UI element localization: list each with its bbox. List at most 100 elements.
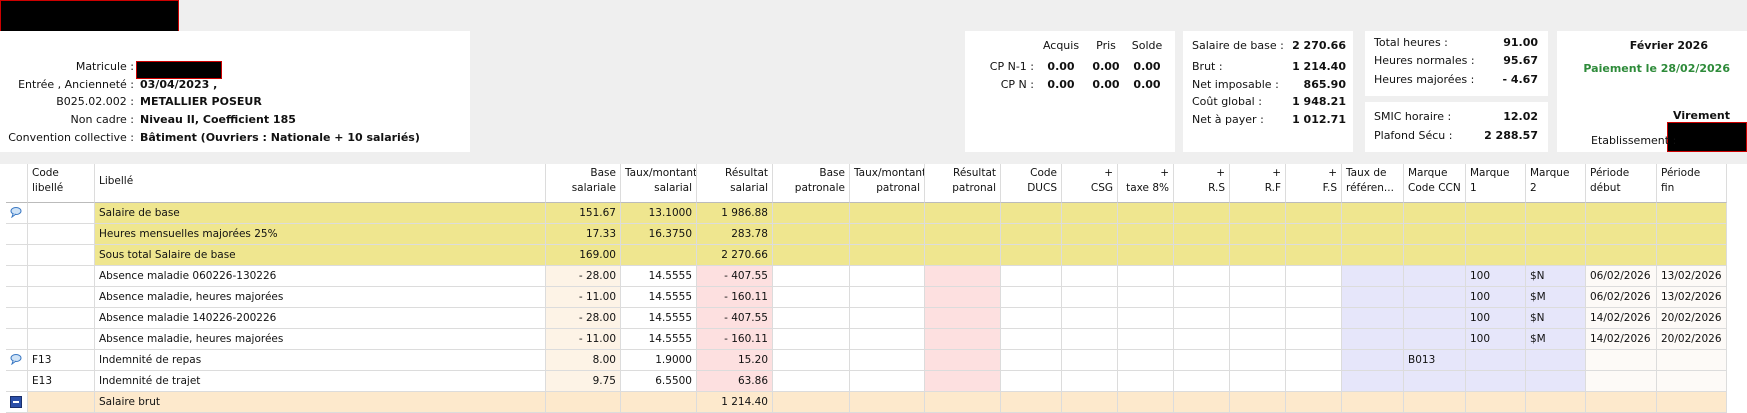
table-cell (1466, 245, 1526, 266)
table-cell (1342, 203, 1404, 224)
table-cell (1062, 287, 1118, 308)
period-month: Février 2026 (1629, 39, 1708, 52)
table-cell: 6.5500 (621, 371, 697, 392)
hours-value: 91.00 (1503, 36, 1538, 49)
table-cell (773, 245, 850, 266)
comment-icon[interactable] (10, 206, 22, 219)
table-cell (850, 392, 925, 413)
header-text: Marque (1470, 167, 1510, 179)
table-cell: 100 (1466, 308, 1526, 329)
table-cell (1286, 329, 1342, 350)
table-cell (1174, 392, 1230, 413)
table-cell (1586, 224, 1657, 245)
table-cell (1118, 371, 1174, 392)
table-cell (850, 329, 925, 350)
table-cell: - 160.11 (697, 329, 773, 350)
collapse-icon[interactable] (10, 396, 22, 408)
table-cell (1174, 203, 1230, 224)
cp-header: Solde (1131, 39, 1163, 52)
table-cell (925, 350, 1001, 371)
column-header: Base salariale (546, 164, 621, 203)
header-text: libellé (32, 182, 64, 194)
field-label: Matricule : (75, 60, 134, 73)
header-text: Code CCN (1408, 182, 1461, 194)
column-header: + F.S (1286, 164, 1342, 203)
table-cell (773, 224, 850, 245)
table-cell (1404, 371, 1466, 392)
table-cell (1118, 392, 1174, 413)
table-cell: 20/02/2026 (1657, 308, 1727, 329)
hours-panel (1365, 31, 1548, 96)
redacted (136, 61, 222, 79)
column-header: Résultat patronal (925, 164, 1001, 203)
cp-value: 0.00 (1092, 78, 1120, 91)
table-cell: 14.5555 (621, 287, 697, 308)
row-icon (6, 350, 28, 371)
table-cell: $M (1526, 287, 1586, 308)
table-cell (1286, 287, 1342, 308)
cp-value: 0.00 (1047, 60, 1075, 73)
salary-label: Net imposable : (1192, 78, 1279, 91)
salary-label: Brut : (1192, 60, 1223, 73)
rate-label: SMIC horaire : (1374, 110, 1452, 123)
table-cell (1404, 287, 1466, 308)
table-cell (28, 245, 95, 266)
table-cell (1118, 245, 1174, 266)
comment-icon[interactable] (10, 353, 22, 366)
table-cell (1230, 371, 1286, 392)
table-cell (621, 392, 697, 413)
header-text: F.S (1322, 182, 1337, 194)
table-cell: 17.33 (546, 224, 621, 245)
table-cell (1230, 287, 1286, 308)
table-cell (1286, 350, 1342, 371)
table-cell (1286, 245, 1342, 266)
column-header: + R.F (1230, 164, 1286, 203)
header-text: Résultat (725, 167, 768, 179)
column-header: Base patronale (773, 164, 850, 203)
table-cell (850, 203, 925, 224)
header-text: CSG (1090, 182, 1113, 194)
header-text: Base (819, 167, 845, 179)
cp-header: Acquis (1042, 39, 1080, 52)
table: Code libellé Libellé Base salariale Taux/mont… (0, 164, 1747, 413)
table-cell: 2 270.66 (697, 245, 773, 266)
table-cell (850, 371, 925, 392)
header-text: taxe 8% (1126, 182, 1169, 194)
table-cell (1118, 203, 1174, 224)
hours-value: - 4.67 (1502, 73, 1538, 86)
table-cell (1001, 245, 1062, 266)
column-header: Taux de référen... (1342, 164, 1404, 203)
header-text: référen... (1346, 182, 1394, 194)
table-cell: 14/02/2026 (1586, 308, 1657, 329)
column-header: Marque 1 (1466, 164, 1526, 203)
table-cell: Heures mensuelles majorées 25% (95, 224, 546, 245)
header-text: + (1272, 167, 1281, 179)
table-cell: $N (1526, 266, 1586, 287)
table-cell (850, 308, 925, 329)
salary-value: 1 948.21 (1292, 95, 1346, 108)
table-cell: 9.75 (546, 371, 621, 392)
column-header: Taux/montant salarial (621, 164, 697, 203)
column-header: Libellé (95, 164, 546, 203)
header-text: patronal (876, 182, 920, 194)
table-cell (1174, 245, 1230, 266)
table-cell (925, 392, 1001, 413)
table-cell: E13 (28, 371, 95, 392)
header-text: + (1104, 167, 1113, 179)
salary-label: Salaire de base : (1192, 39, 1284, 52)
rate-value: 12.02 (1503, 110, 1538, 123)
row-icon (6, 392, 28, 413)
table-cell (1404, 203, 1466, 224)
cp-label: CP N : (1000, 78, 1034, 91)
table-cell (925, 224, 1001, 245)
table-cell: F13 (28, 350, 95, 371)
table-cell: 20/02/2026 (1657, 329, 1727, 350)
table-cell (1174, 329, 1230, 350)
cp-value: 0.00 (1092, 60, 1120, 73)
table-cell (1404, 245, 1466, 266)
table-cell (773, 266, 850, 287)
hours-label: Heures normales : (1374, 54, 1475, 67)
table-cell (1342, 371, 1404, 392)
table-cell (773, 329, 850, 350)
